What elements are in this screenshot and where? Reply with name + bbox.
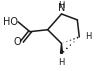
Text: H: H bbox=[58, 1, 65, 10]
Text: N: N bbox=[58, 3, 65, 13]
Text: HO: HO bbox=[3, 16, 18, 26]
Text: O: O bbox=[14, 37, 22, 47]
Polygon shape bbox=[61, 43, 63, 53]
Text: H: H bbox=[58, 58, 64, 67]
Text: H: H bbox=[85, 32, 91, 41]
